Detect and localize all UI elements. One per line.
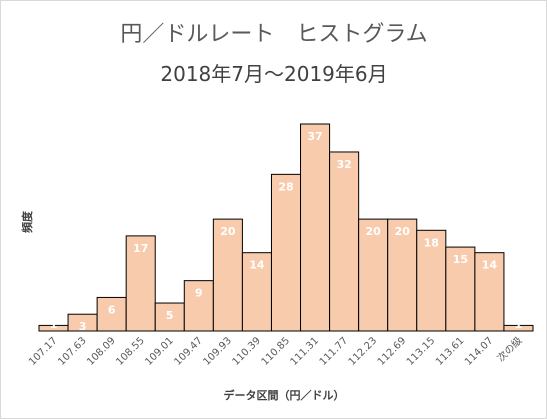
bar-10 [329, 151, 360, 332]
bar-16 [503, 324, 534, 332]
x-tick-label-4: 109.01 [143, 335, 176, 368]
bar-8 [270, 173, 302, 332]
bar-6 [212, 218, 243, 332]
data-label-14: 15 [453, 253, 468, 266]
bar-14 [445, 246, 476, 332]
x-axis-label: データ区間（円／ドル） [224, 388, 345, 402]
x-tick-label-11: 112.23 [347, 335, 380, 368]
x-tick-label-0: 107.17 [27, 335, 60, 368]
x-tick-label-8: 110.85 [260, 335, 293, 368]
x-tick-labels-group: 107.17107.63108.09108.55109.01109.47109.… [27, 334, 524, 368]
x-tick-label-5: 109.47 [172, 335, 205, 368]
data-label-1: 3 [79, 320, 87, 333]
bar-9 [300, 123, 331, 332]
x-tick-label-9: 111.31 [289, 335, 322, 368]
bar-12 [387, 218, 418, 332]
data-label-9: 37 [307, 130, 322, 143]
bar-3 [125, 235, 156, 332]
data-label-15: 14 [482, 259, 498, 272]
x-tick-label-15: 114.07 [463, 335, 496, 368]
x-tick-label-16: 次の級 [494, 334, 524, 364]
x-tick-label-12: 112.69 [376, 335, 409, 368]
chart-title: 円／ドルレート ヒストグラム [120, 22, 427, 47]
data-label-2: 6 [108, 303, 116, 316]
bar-11 [358, 218, 389, 332]
data-label-6: 20 [220, 225, 236, 238]
data-label-4: 5 [166, 309, 174, 322]
data-label-10: 32 [336, 158, 351, 171]
y-axis-label: 頻度 [20, 210, 34, 233]
bar-2 [96, 296, 127, 332]
data-label-12: 20 [395, 225, 411, 238]
bar-4 [154, 302, 185, 332]
bars-group [38, 123, 534, 332]
x-tick-label-14: 113.61 [434, 335, 467, 368]
data-label-16: 1 [515, 318, 523, 331]
x-tick-label-1: 107.63 [56, 335, 89, 368]
data-label-0: 1 [50, 318, 58, 331]
data-label-5: 9 [195, 287, 203, 300]
bar-15 [474, 252, 505, 332]
data-labels-group: 1 3 6 17 5 9 20 14 28 37 32 20 20 18 15 14 1 [50, 130, 523, 333]
x-tick-label-13: 113.15 [405, 335, 438, 368]
data-label-11: 20 [366, 225, 382, 238]
x-tick-label-7: 110.39 [231, 335, 264, 368]
chart-subtitle: 2018年7月～2019年6月 [160, 62, 387, 86]
data-label-8: 28 [278, 180, 293, 193]
data-label-13: 18 [424, 236, 439, 249]
bar-5 [183, 280, 214, 332]
x-tick-label-3: 108.55 [114, 335, 147, 368]
bar-7 [241, 252, 272, 332]
x-tick-label-6: 109.93 [201, 335, 234, 368]
data-label-7: 14 [249, 259, 265, 272]
x-tick-label-2: 108.09 [85, 335, 118, 368]
data-label-3: 17 [133, 242, 148, 255]
bar-13 [416, 229, 447, 332]
x-tick-label-10: 111.77 [318, 335, 351, 368]
